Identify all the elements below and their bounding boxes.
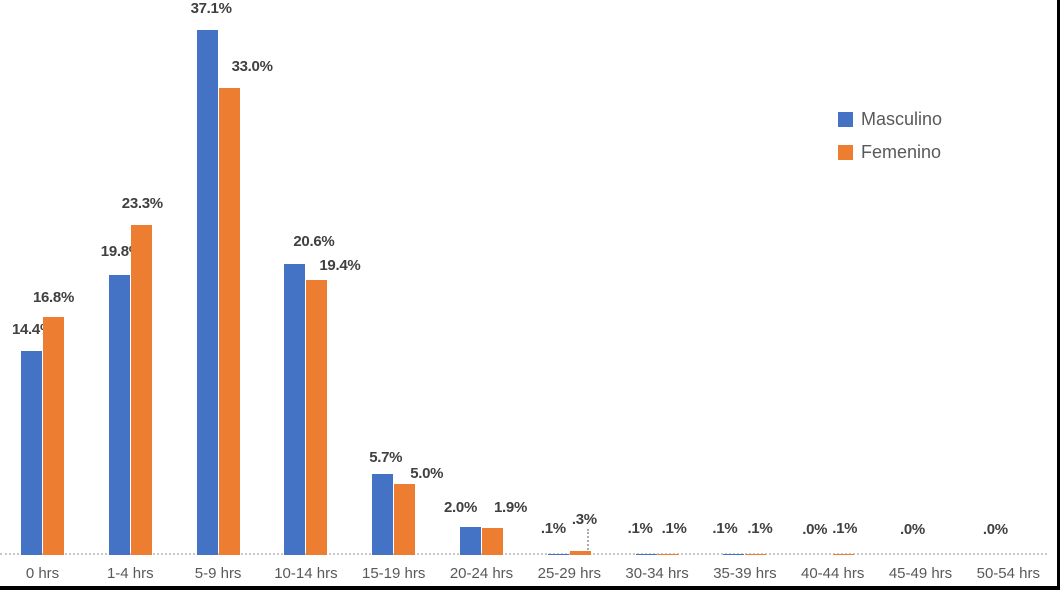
legend-swatch-masculino — [838, 111, 853, 127]
data-label-femenino-5-9-hrs: 33.0% — [231, 58, 273, 75]
x-axis-line — [0, 553, 1047, 555]
x-axis-label-40-44-hrs: 40-44 hrs — [801, 565, 865, 582]
bar-masculino-20-24-hrs — [460, 527, 481, 555]
data-label-femenino-15-19-hrs: 5.0% — [410, 465, 444, 482]
x-axis-label-35-39-hrs: 35-39 hrs — [713, 565, 777, 582]
data-label-leader-line — [587, 529, 589, 550]
bar-masculino-15-19-hrs — [372, 474, 394, 555]
data-label-femenino-30-34-hrs: .1% — [661, 520, 687, 537]
data-label-masculino-15-19-hrs: 5.7% — [369, 449, 403, 466]
legend-item-masculino: Masculino — [838, 110, 942, 128]
bar-femenino-0-hrs — [43, 317, 64, 555]
legend-label-femenino: Femenino — [861, 142, 942, 162]
data-label-masculino-10-14-hrs: 20.6% — [293, 233, 335, 250]
x-axis-label-5-9-hrs: 5-9 hrs — [194, 565, 242, 582]
data-label-masculino-25-29-hrs: .1% — [540, 520, 566, 537]
x-axis-label-50-54-hrs: 50-54 hrs — [976, 565, 1040, 582]
data-label-femenino-1-4-hrs: 23.3% — [121, 195, 163, 212]
data-label-masculino-20-24-hrs: 2.0% — [444, 499, 477, 516]
x-axis-label-25-29-hrs: 25-29 hrs — [537, 565, 601, 582]
x-axis-label-20-24-hrs: 20-24 hrs — [449, 565, 514, 582]
x-axis-label-1-4-hrs: 1-4 hrs — [106, 565, 154, 582]
legend-item-femenino: Femenino — [838, 143, 942, 161]
data-label-masculino-0-hrs: 14.4% — [11, 321, 54, 338]
legend: Masculino Femenino — [838, 110, 942, 176]
x-axis-label-0-hrs: 0 hrs — [25, 565, 60, 582]
data-label-masculino-5-9-hrs: 37.1% — [190, 0, 232, 17]
bar-masculino-5-9-hrs — [196, 30, 218, 555]
bar-femenino-35-39-hrs — [745, 554, 767, 555]
data-label-masculino-50-54-hrs: .0% — [982, 521, 1008, 538]
bar-masculino-25-29-hrs — [547, 554, 569, 555]
data-label-femenino-35-39-hrs: .1% — [747, 520, 773, 537]
x-axis-label-15-19-hrs: 15-19 hrs — [362, 565, 426, 582]
x-axis-label-30-34-hrs: 30-34 hrs — [625, 565, 689, 582]
image-border-right — [1057, 0, 1060, 590]
data-label-femenino-40-44-hrs: .1% — [832, 520, 858, 537]
data-label-masculino-35-39-hrs: .1% — [712, 520, 738, 537]
bar-femenino-15-19-hrs — [394, 484, 416, 555]
legend-swatch-femenino — [838, 144, 853, 160]
data-label-masculino-45-49-hrs: .0% — [900, 521, 925, 538]
data-label-femenino-10-14-hrs: 19.4% — [319, 257, 361, 274]
x-axis-label-45-49-hrs: 45-49 hrs — [888, 565, 953, 582]
bar-masculino-1-4-hrs — [108, 275, 130, 555]
bar-femenino-40-44-hrs — [833, 554, 855, 555]
data-label-femenino-20-24-hrs: 1.9% — [494, 499, 527, 516]
data-label-femenino-25-29-hrs: .3% — [571, 511, 597, 528]
bar-masculino-0-hrs — [21, 351, 42, 555]
data-label-masculino-30-34-hrs: .1% — [627, 520, 653, 537]
x-axis-label-10-14-hrs: 10-14 hrs — [274, 565, 338, 582]
bar-masculino-30-34-hrs — [635, 554, 657, 555]
image-border-bottom — [0, 586, 1060, 590]
bar-femenino-5-9-hrs — [218, 88, 240, 555]
bar-femenino-20-24-hrs — [482, 528, 503, 555]
bar-masculino-35-39-hrs — [723, 554, 745, 555]
bar-masculino-10-14-hrs — [284, 264, 306, 555]
legend-label-masculino: Masculino — [861, 109, 943, 129]
bar-femenino-1-4-hrs — [130, 225, 152, 555]
bar-femenino-25-29-hrs — [569, 551, 591, 555]
data-label-masculino-40-44-hrs: .0% — [802, 521, 828, 538]
bar-femenino-10-14-hrs — [306, 280, 328, 555]
data-label-femenino-0-hrs: 16.8% — [32, 289, 75, 306]
bar-femenino-30-34-hrs — [657, 554, 679, 555]
